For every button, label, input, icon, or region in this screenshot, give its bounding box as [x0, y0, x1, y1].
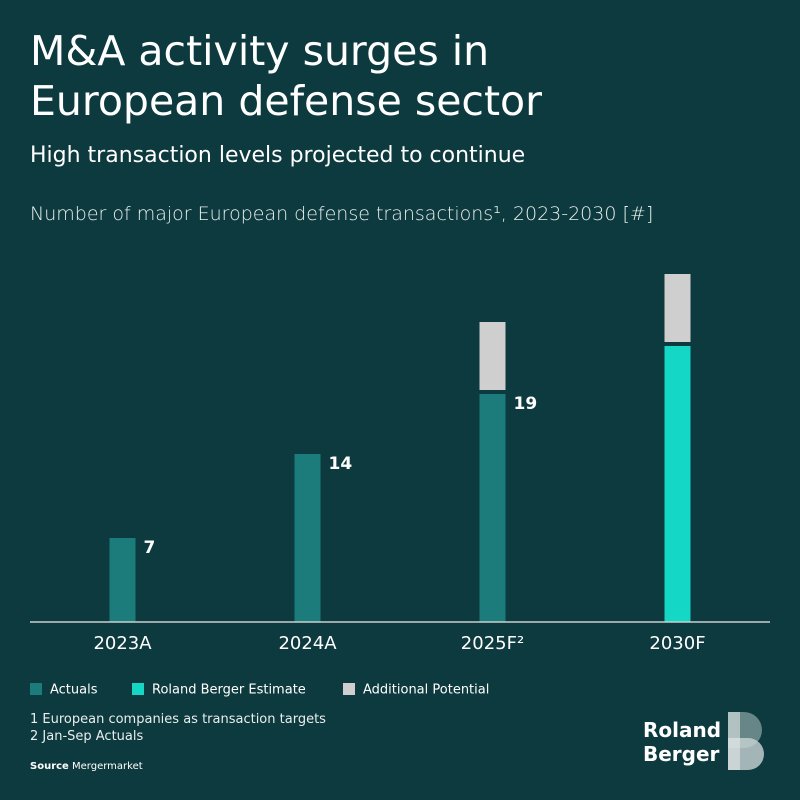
x-tick-label: 2025F²	[461, 633, 524, 654]
legend-swatch	[132, 683, 144, 695]
bar	[479, 394, 506, 622]
title: M&A activity surges in European defense …	[30, 27, 542, 125]
footnote: 2 Jan-Sep Actuals	[30, 729, 144, 744]
source-text: Mergermarket	[72, 761, 143, 772]
x-tick-label: 2023A	[93, 633, 152, 654]
x-tick-label: 2024A	[278, 633, 337, 654]
footnote: 1 European companies as transaction targ…	[30, 712, 326, 727]
logo-text: Roland Berger	[643, 718, 721, 766]
logo-line: Berger	[643, 742, 720, 766]
bar	[479, 322, 506, 390]
legend-swatch	[30, 683, 42, 695]
legend-label: Actuals	[50, 683, 98, 698]
value-label: 7	[144, 538, 156, 558]
bar	[664, 346, 691, 622]
source: Source Mergermarket	[30, 761, 143, 772]
value-label: 14	[329, 454, 353, 474]
legend-swatch	[343, 683, 355, 695]
bar	[664, 274, 691, 342]
bar	[109, 538, 136, 622]
logo-line: Roland	[643, 718, 722, 742]
source-label: Source	[30, 761, 69, 772]
legend-label: Roland Berger Estimate	[152, 683, 306, 698]
legend-label: Additional Potential	[363, 683, 489, 698]
value-label: 19	[514, 394, 538, 414]
subtitle: High transaction levels projected to con…	[30, 143, 526, 168]
axis-title: Number of major European defense transac…	[30, 203, 654, 225]
x-tick-label: 2030F	[649, 633, 705, 654]
bar	[294, 454, 321, 622]
